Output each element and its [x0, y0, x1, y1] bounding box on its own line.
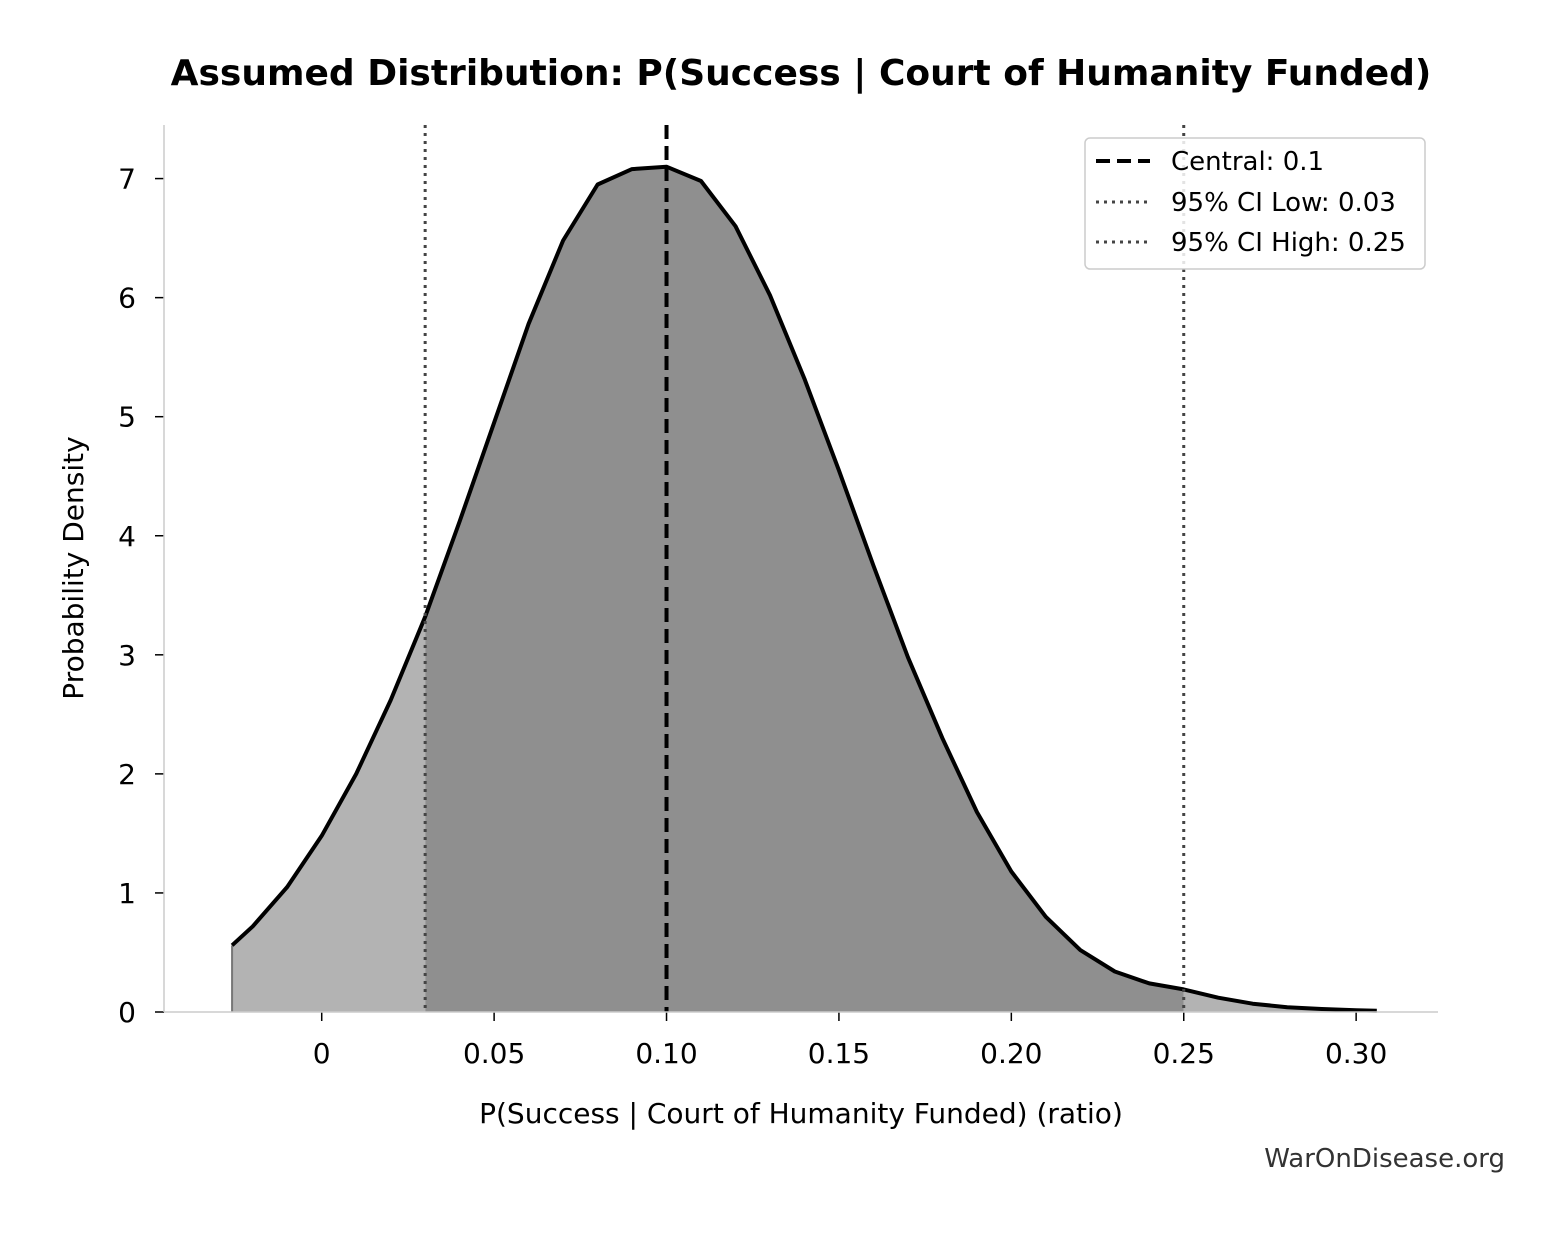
density-curve: [230, 164, 1377, 1013]
x-axis-label: P(Success | Court of Humanity Funded) (r…: [479, 1097, 1123, 1130]
legend-box: [1084, 137, 1426, 270]
area-tail-left: [232, 616, 426, 1012]
x-tick-label: 0.10: [635, 1037, 697, 1070]
area-ci-region: [425, 166, 1184, 1012]
chart-title: Assumed Distribution: P(Success | Court …: [171, 53, 1432, 94]
legend-label: 95% CI High: 0.25: [1171, 228, 1406, 258]
legend: Central: 0.1 95% CI Low: 0.03 95% CI High:…: [1084, 137, 1426, 270]
y-axis-ticks: 0 1 2 3 4 5 6 7: [118, 163, 164, 1029]
y-tick-label: 1: [118, 877, 136, 910]
area-tail-right: [1183, 989, 1377, 1012]
plot-area: [230, 125, 1377, 1013]
x-tick-label: 0.05: [463, 1037, 525, 1070]
y-tick-label: 7: [118, 163, 136, 196]
y-axis-label: Probability Density: [57, 436, 90, 699]
y-tick-label: 4: [118, 520, 136, 553]
x-tick-label: 0.20: [980, 1037, 1042, 1070]
y-tick-label: 2: [118, 758, 136, 791]
x-tick-label: 0: [313, 1037, 331, 1070]
y-tick-label: 6: [118, 282, 136, 315]
x-tick-label: 0.30: [1325, 1037, 1387, 1070]
x-tick-label: 0.25: [1153, 1037, 1215, 1070]
x-axis-ticks: 0 0.05 0.10 0.15 0.20 0.25 0.30: [313, 1012, 1387, 1070]
legend-label: 95% CI Low: 0.03: [1171, 188, 1396, 218]
legend-label: Central: 0.1: [1171, 147, 1324, 177]
y-tick-label: 0: [118, 996, 136, 1029]
y-tick-label: 3: [118, 639, 136, 672]
y-tick-label: 5: [118, 401, 136, 434]
x-tick-label: 0.15: [808, 1037, 870, 1070]
watermark-text: WarOnDisease.org: [1264, 1144, 1505, 1174]
